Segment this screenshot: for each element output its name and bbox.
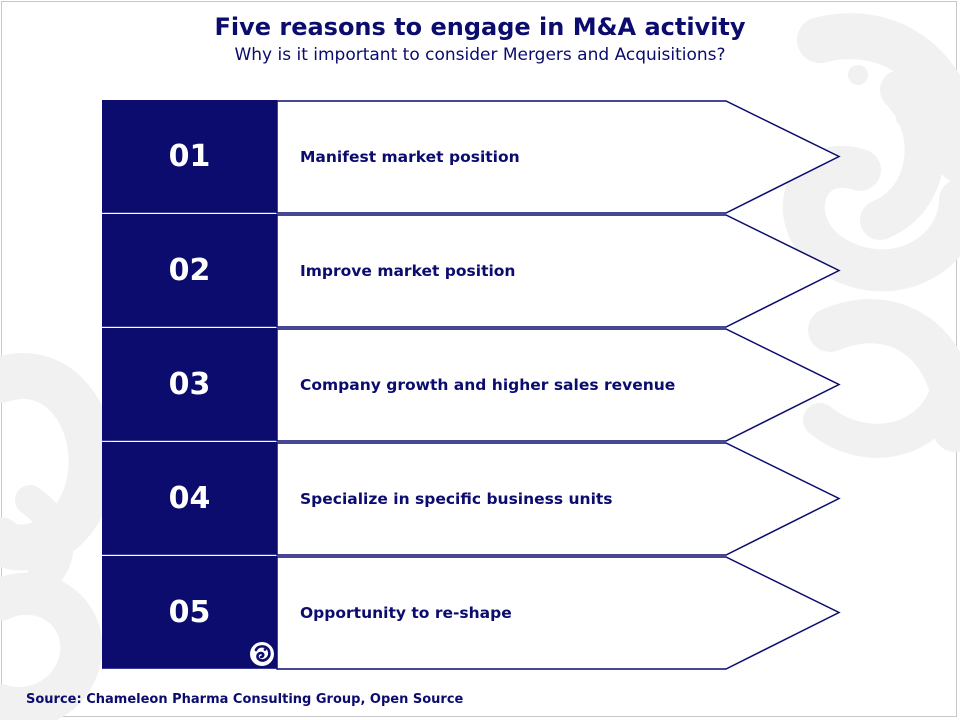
reason-label: Manifest market position: [300, 147, 520, 166]
reason-arrow-shape: [276, 100, 841, 214]
reason-number: 03: [168, 367, 211, 402]
source-note: Source: Chameleon Pharma Consulting Grou…: [26, 692, 464, 707]
reason-label: Company growth and higher sales revenue: [300, 375, 676, 394]
reason-number: 05: [168, 595, 211, 630]
reason-item-2: 02 Improve market position: [102, 214, 842, 328]
reason-arrow-shape: [276, 214, 841, 328]
reason-item-3: 03 Company growth and higher sales reven…: [102, 328, 842, 442]
page-subtitle: Why is it important to consider Mergers …: [234, 45, 726, 65]
chameleon-logo-icon: [250, 642, 274, 666]
reason-number-box: 03: [102, 328, 277, 441]
reason-number-box: 02: [102, 214, 277, 327]
reason-number-box: 05: [102, 556, 277, 669]
reason-number-box: 04: [102, 442, 277, 555]
reason-arrow-shape: [276, 328, 841, 442]
reason-label: Improve market position: [300, 261, 516, 280]
reason-item-5: 05 Opportunity to re-shape: [102, 556, 842, 670]
page-title: Five reasons to engage in M&A activity: [214, 13, 746, 41]
reason-label: Specialize in specific business units: [300, 489, 613, 508]
reason-number: 02: [168, 253, 211, 288]
reason-item-1: 01 Manifest market position: [102, 100, 842, 214]
reason-number: 01: [168, 139, 211, 174]
reason-label: Opportunity to re-shape: [300, 603, 512, 622]
reason-number-box: 01: [102, 100, 277, 213]
reason-arrow-shape: [276, 442, 841, 556]
reason-arrow-shape: [276, 556, 841, 670]
reason-item-4: 04 Specialize in specific business units: [102, 442, 842, 556]
reason-number: 04: [168, 481, 211, 516]
